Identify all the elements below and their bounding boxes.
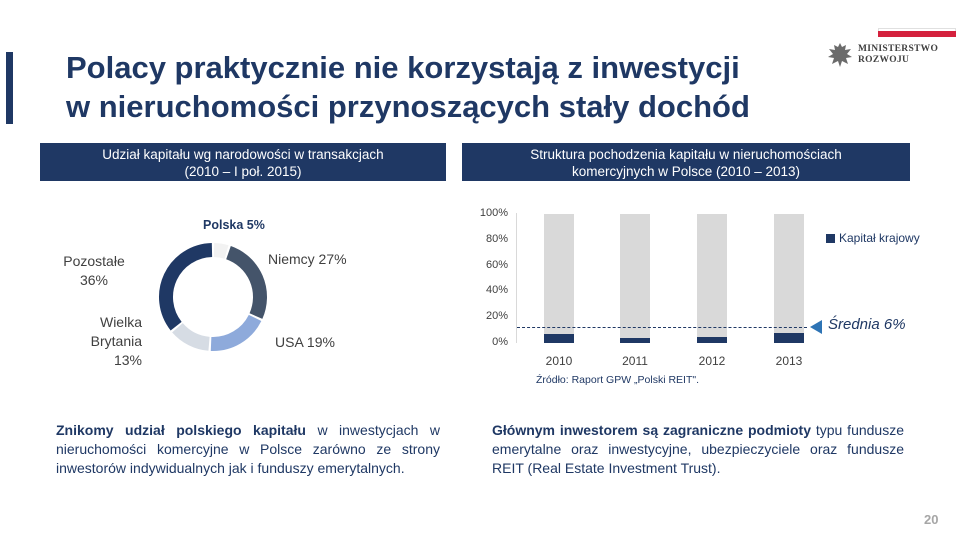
left-paragraph: Znikomy udział polskiego kapitału w inwe… (56, 421, 440, 478)
y-tick-label: 80% (485, 232, 508, 245)
chart-source: Źródło: Raport GPW „Polski REIT". (536, 374, 700, 386)
left-paragraph-text: w inwestycjach w nieruchomości komercyjn… (56, 422, 440, 476)
y-tick-label: 40% (485, 284, 508, 297)
average-label: Średnia 6% (828, 316, 906, 333)
capital-nationality-donut-chart (159, 243, 267, 351)
donut-slice-pozostałe (159, 243, 213, 331)
flag-white-stripe (878, 28, 956, 31)
y-tick-label: 100% (479, 207, 508, 219)
bar-domestic-2010 (544, 333, 574, 343)
label-poz-line2: 36% (79, 272, 109, 288)
right-panel-header: Struktura pochodzenia kapitału w nieruch… (462, 143, 910, 181)
ministry-name-line1: MINISTERSTWO (858, 44, 939, 54)
donut-slice-polska (213, 243, 229, 259)
x-tick-label: 2010 (545, 354, 573, 368)
left-header-line1: Udział kapitału wg narodowości w transak… (102, 147, 384, 162)
donut-slice-usa (210, 314, 262, 351)
label-polska: Polska 5% (203, 218, 265, 232)
x-tick-label: 2013 (775, 354, 803, 368)
average-line (517, 326, 807, 328)
left-panel-header: Udział kapitału wg narodowości w transak… (40, 143, 446, 181)
left-header-line2: (2010 – I poł. 2015) (184, 164, 302, 179)
chart-legend: Kapitał krajowy (826, 231, 920, 245)
label-wielka-brytania: Wielka Brytania 13% (62, 313, 142, 370)
label-usa: USA 19% (275, 334, 335, 350)
right-paragraph-bold: Głównym inwestorem są zagraniczne podmio… (492, 422, 811, 438)
page-title: Polacy praktycznie nie korzystają z inwe… (66, 48, 806, 126)
page-number: 20 (924, 512, 939, 527)
title-line1: Polacy praktycznie nie korzystają z inwe… (66, 50, 740, 85)
arrow-left-icon (810, 320, 822, 334)
label-poz-line1: Pozostałe (63, 253, 125, 269)
donut-slice-wielka-brytania (172, 322, 210, 351)
label-niemcy: Niemcy 27% (268, 251, 347, 267)
eagle-emblem-icon (828, 43, 852, 67)
bar-domestic-2011 (620, 337, 650, 343)
right-header-line2: komercyjnych w Polsce (2010 – 2013) (571, 164, 801, 179)
x-tick-label: 2012 (698, 354, 726, 368)
flag-red-stripe (878, 31, 956, 37)
legend-label: Kapitał krajowy (839, 231, 920, 245)
accent-bar (6, 52, 13, 124)
ministry-name-line2: ROZWOJU (858, 55, 910, 65)
right-paragraph-text: typu fundusze emerytalne oraz inwestycyj… (492, 422, 904, 476)
left-paragraph-bold: Znikomy udział polskiego kapitału (56, 422, 306, 438)
y-tick-label: 0% (492, 336, 508, 348)
bar-domestic-2012 (697, 336, 727, 343)
y-tick-label: 60% (485, 258, 508, 271)
bar-total-2011 (620, 214, 650, 343)
label-wb-line1: Wielka (99, 314, 142, 330)
donut-slice-niemcy (225, 246, 267, 319)
bar-domestic-2013 (774, 332, 804, 343)
legend-swatch (826, 233, 835, 243)
bar-total-2012 (697, 214, 727, 343)
right-paragraph: Głównym inwestorem są zagraniczne podmio… (492, 421, 904, 478)
y-axis-gridline (516, 213, 517, 343)
bar-total-2013 (774, 214, 804, 343)
ministry-logo: MINISTERSTWO ROZWOJU (826, 40, 939, 74)
x-tick-label: 2011 (622, 354, 648, 368)
label-wb-line3: 13% (113, 352, 142, 368)
title-line2: w nieruchomości przynoszących stały doch… (66, 89, 750, 124)
bar-total-2010 (544, 214, 574, 343)
y-tick-label: 20% (485, 310, 508, 323)
label-wb-line2: Brytania (90, 333, 142, 349)
right-header-line1: Struktura pochodzenia kapitału w nieruch… (530, 147, 842, 162)
label-pozostale: Pozostałe 36% (54, 252, 134, 290)
